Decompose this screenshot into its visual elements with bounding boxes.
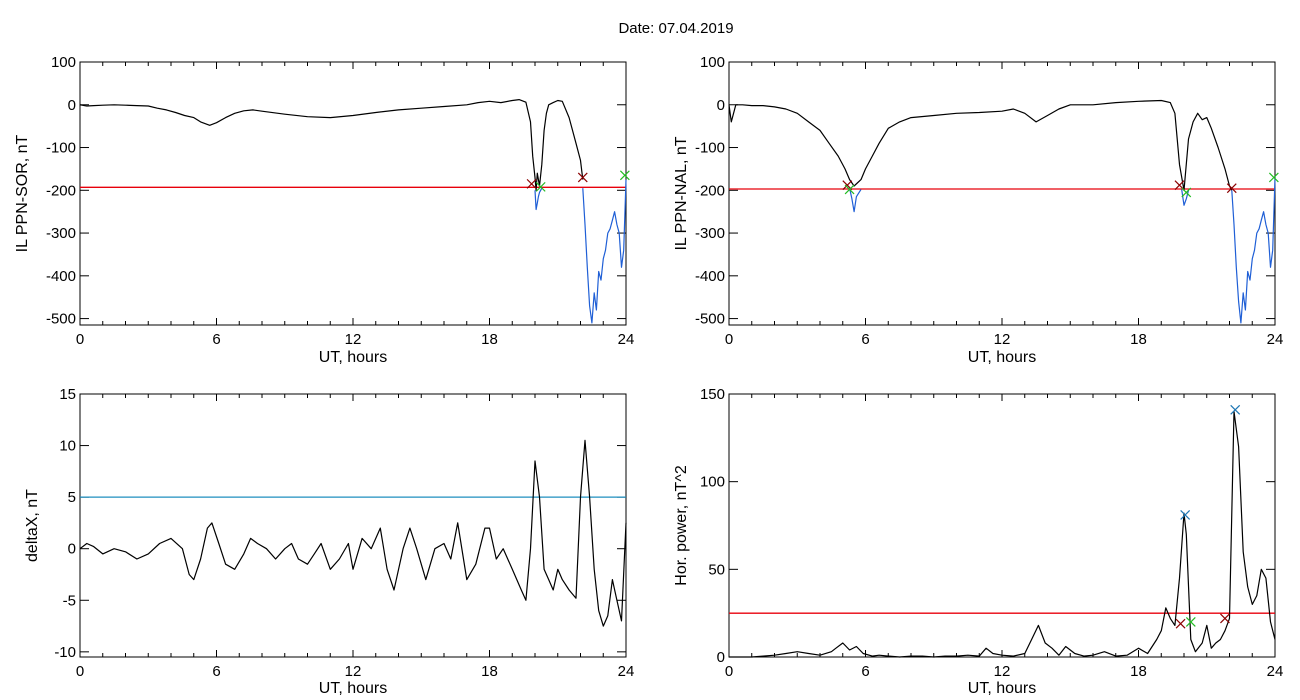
x-tick-label: 6 <box>861 663 869 680</box>
x-marker-stroke <box>1174 180 1185 191</box>
x-marker <box>844 184 855 195</box>
x-tick-label: 24 <box>618 331 635 348</box>
x-marker <box>1175 618 1186 629</box>
y-tick-label: 10 <box>59 438 76 455</box>
x-marker <box>1268 172 1279 183</box>
x-marker-stroke <box>526 178 537 189</box>
x-marker-stroke <box>1185 617 1196 627</box>
y-axis-title: IL PPN-NAL, nT <box>673 136 690 250</box>
plot-frame <box>79 61 627 326</box>
y-tick-label: -400 <box>46 268 76 285</box>
x-marker-stroke <box>1268 172 1279 183</box>
x-tick-label: 0 <box>76 663 84 680</box>
x-tick-label: 24 <box>1267 663 1284 680</box>
x-tick-label: 18 <box>1130 331 1147 348</box>
y-tick-label: 50 <box>708 561 725 578</box>
x-tick-label: 0 <box>725 331 733 348</box>
y-tick-label: 0 <box>68 541 76 558</box>
y-tick-label: 100 <box>700 54 725 71</box>
x-marker <box>526 178 537 189</box>
y-tick-label: 0 <box>68 97 76 114</box>
x-tick-label: 12 <box>994 663 1011 680</box>
series-line <box>729 410 1276 658</box>
x-tick-label: 24 <box>1267 331 1284 348</box>
y-tick-label: -5 <box>63 592 76 609</box>
series-line <box>1231 177 1276 324</box>
series-line <box>79 98 584 191</box>
x-marker <box>577 172 588 183</box>
y-tick-label: -100 <box>695 140 725 157</box>
x-tick-label: 18 <box>1130 663 1147 680</box>
x-marker-stroke <box>1230 404 1241 415</box>
y-tick-label: 100 <box>700 474 725 491</box>
x-marker-stroke <box>842 180 853 191</box>
x-tick-label: 0 <box>76 331 84 348</box>
series-line <box>582 179 627 324</box>
plot-frame <box>728 61 1276 326</box>
x-axis-title: UT, hours <box>968 680 1036 697</box>
panel-il-ppn-nal: IL PPN-NAL, nT UT, hours 0 6 12 18 24 100 0 -10… <box>673 54 1283 366</box>
x-marker <box>1226 183 1237 194</box>
series-line <box>728 99 1233 191</box>
y-tick-label: -200 <box>46 182 76 199</box>
panel-hor-power: Hor. power, nT^2 UT, hours 0 6 12 18 24 150 10… <box>673 386 1283 697</box>
y-tick-label: 0 <box>717 649 725 666</box>
x-marker <box>1185 617 1196 627</box>
y-tick-label: -300 <box>46 225 76 242</box>
x-marker-stroke <box>844 184 855 195</box>
x-marker-stroke <box>1175 618 1186 629</box>
y-tick-label: 15 <box>59 386 76 403</box>
x-marker-stroke <box>1180 510 1191 520</box>
panel-il-ppn-sor: IL PPN-SOR, nT UT, hours 0 6 12 18 24 100 0 -10… <box>14 54 634 366</box>
x-axis-title: UT, hours <box>968 349 1036 366</box>
x-axis-title: UT, hours <box>319 349 387 366</box>
x-marker <box>619 170 630 181</box>
y-tick-label: -300 <box>695 225 725 242</box>
y-tick-label: 5 <box>68 489 76 506</box>
series-line <box>1181 189 1190 206</box>
y-tick-label: -500 <box>695 311 725 328</box>
x-tick-label: 18 <box>481 331 498 348</box>
x-tick-label: 6 <box>861 331 869 348</box>
x-marker-stroke <box>1181 187 1192 198</box>
series-line <box>534 187 543 211</box>
y-tick-label: -500 <box>46 311 76 328</box>
x-marker <box>1180 510 1191 520</box>
y-axis-title: Hor. power, nT^2 <box>673 465 690 586</box>
x-tick-label: 12 <box>345 331 362 348</box>
y-tick-label: 100 <box>51 54 76 71</box>
y-tick-label: -200 <box>695 182 725 199</box>
x-marker <box>1220 613 1230 624</box>
plot-frame <box>79 393 627 658</box>
x-tick-label: 18 <box>481 663 498 680</box>
x-tick-label: 12 <box>345 663 362 680</box>
x-marker-stroke <box>1226 183 1237 194</box>
x-marker <box>535 181 546 192</box>
y-axis-title: IL PPN-SOR, nT <box>14 134 31 252</box>
series-line <box>849 188 862 213</box>
x-marker <box>1230 404 1241 415</box>
x-marker-stroke <box>1220 613 1230 624</box>
x-marker-stroke <box>577 172 588 183</box>
x-marker-stroke <box>619 170 630 181</box>
panel-deltax: deltaX, nT UT, hours 0 6 12 18 24 15 10 5 0 -5 -10 <box>24 386 634 697</box>
x-tick-label: 12 <box>994 331 1011 348</box>
y-tick-label: -100 <box>46 140 76 157</box>
x-tick-label: 6 <box>212 663 220 680</box>
plot-frame <box>728 393 1276 658</box>
x-axis-title: UT, hours <box>319 680 387 697</box>
x-marker <box>1181 187 1192 198</box>
y-tick-label: 0 <box>717 97 725 114</box>
y-tick-label: -400 <box>695 268 725 285</box>
x-marker-stroke <box>535 181 546 192</box>
y-tick-label: -10 <box>54 644 76 661</box>
x-tick-label: 0 <box>725 663 733 680</box>
y-axis-title: deltaX, nT <box>24 489 41 562</box>
x-tick-label: 6 <box>212 331 220 348</box>
series-line <box>79 439 627 627</box>
x-tick-label: 24 <box>618 663 635 680</box>
figure-title: Date: 07.04.2019 <box>618 20 733 37</box>
y-tick-label: 150 <box>700 386 725 403</box>
